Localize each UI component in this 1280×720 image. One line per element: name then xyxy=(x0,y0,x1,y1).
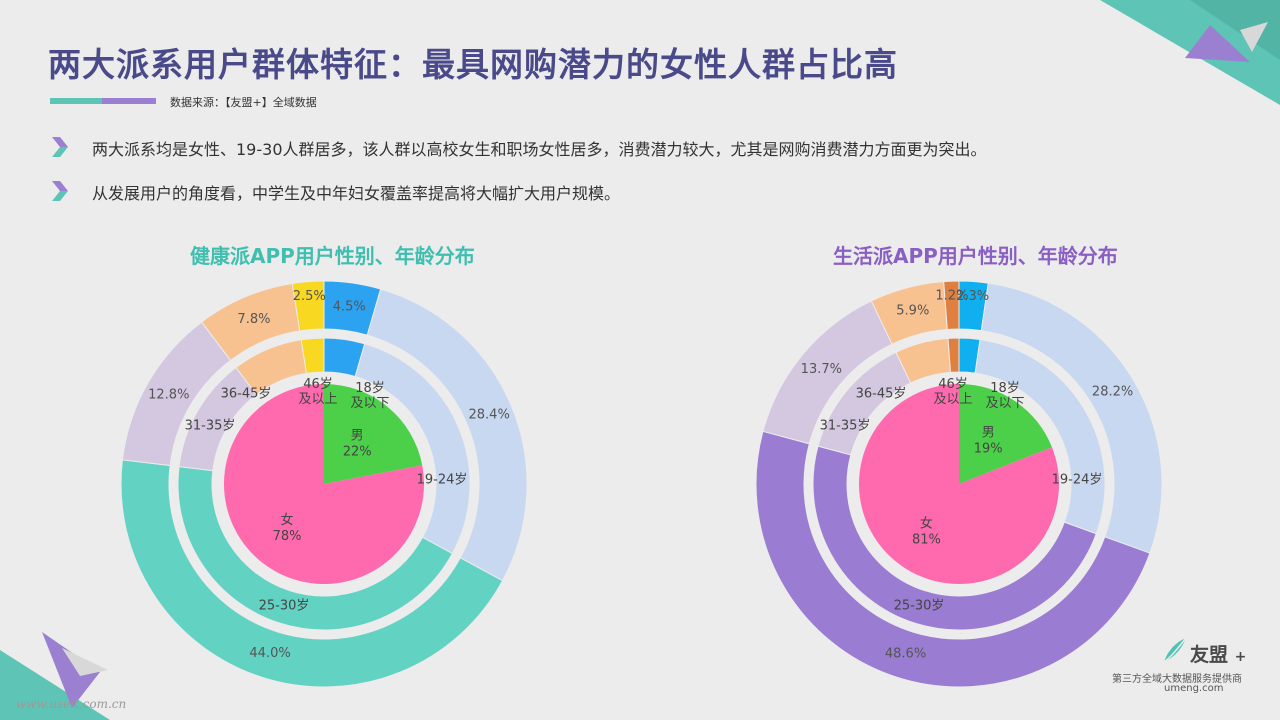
corner-decoration-bottom-left xyxy=(0,632,110,720)
chevron-right-icon xyxy=(52,137,68,157)
gender-label: 男 xyxy=(982,425,995,440)
outer-value-label: 5.9% xyxy=(896,304,929,319)
outer-value-label: 2.3% xyxy=(956,289,989,304)
age-category-label: 19-24岁 xyxy=(1052,473,1103,488)
age-category-label: 46岁及以上 xyxy=(298,377,337,407)
age-category-label: 25-30岁 xyxy=(894,599,945,614)
outer-value-label: 28.4% xyxy=(469,407,510,422)
outer-value-label: 1.2% xyxy=(935,289,968,304)
gender-label: 女 xyxy=(281,512,294,528)
gender-pie-slice xyxy=(859,384,1059,584)
gender-pie-slice xyxy=(223,384,424,584)
age-category-label: 46岁及以上 xyxy=(933,377,972,407)
outer-value-label: 13.7% xyxy=(801,362,842,377)
inner-ring-segment xyxy=(177,466,454,631)
gender-label: 男 xyxy=(351,428,364,443)
logo-brand: 友盟 + xyxy=(1190,644,1247,666)
gender-value-label: 78% xyxy=(273,529,302,544)
logo-url: umeng.com xyxy=(1164,683,1224,694)
chart-title-health: 健康派APP用户性别、年龄分布 xyxy=(190,244,475,268)
outer-value-label: 48.6% xyxy=(885,646,926,661)
umeng-logo: 友盟 + 第三方全域大数据服务提供商 umeng.com xyxy=(1112,636,1262,696)
chart-title-lifestyle: 生活派APP用户性别、年龄分布 xyxy=(833,244,1118,268)
outer-value-label: 7.8% xyxy=(237,312,270,327)
outer-ring-segment xyxy=(755,430,1151,688)
chevron-right-icon xyxy=(52,181,68,201)
inner-ring-segment xyxy=(812,445,1097,631)
outer-ring-segment xyxy=(120,459,504,688)
age-category-label: 18岁及以下 xyxy=(985,381,1024,411)
gender-value-label: 22% xyxy=(343,444,372,459)
age-category-label: 36-45岁 xyxy=(221,387,272,402)
title-underline xyxy=(50,98,156,104)
gender-value-label: 19% xyxy=(974,441,1003,456)
outer-value-label: 44.0% xyxy=(249,646,290,661)
inner-ring-segment xyxy=(947,337,960,373)
bullet-text: 从发展用户的角度看，中学生及中年妇女覆盖率提高将大幅扩大用户规模。 xyxy=(92,184,621,203)
outer-value-label: 2.5% xyxy=(293,289,326,304)
corner-decoration-top-right xyxy=(1100,0,1280,105)
outer-value-label: 4.5% xyxy=(333,299,366,314)
age-category-label: 31-35岁 xyxy=(820,419,871,434)
logo-tagline: 第三方全域大数据服务提供商 xyxy=(1112,674,1242,685)
outer-ring-segment xyxy=(943,280,960,330)
outer-value-label: 28.2% xyxy=(1092,385,1133,400)
gender-pie-slice xyxy=(324,384,423,484)
age-category-label: 25-30岁 xyxy=(259,599,310,614)
watermark: www.useit.com.cn xyxy=(16,697,127,711)
page-title: 两大派系用户群体特征：最具网购潜力的女性人群占比高 xyxy=(48,45,898,84)
leaf-logo-icon xyxy=(1163,637,1187,663)
outer-value-label: 12.8% xyxy=(148,387,189,402)
bullet-text: 两大派系均是女性、19-30人群居多，该人群以高校女生和职场女性居多，消费潜力较… xyxy=(92,140,987,159)
age-category-label: 36-45岁 xyxy=(856,387,907,402)
age-category-label: 31-35岁 xyxy=(185,419,236,434)
gender-label: 女 xyxy=(920,515,933,531)
age-category-label: 19-24岁 xyxy=(417,473,468,488)
gender-pie-slice xyxy=(959,384,1052,484)
gender-value-label: 81% xyxy=(912,532,941,547)
age-category-label: 18岁及以下 xyxy=(350,381,389,411)
donut-chart-health: 男22% 女78% 4.5% 28.4% 44.0% 12.8% 7.8% 2.5% 18岁及以… xyxy=(120,280,528,688)
inner-ring-segment xyxy=(300,337,325,374)
data-source: 数据来源：【友盟+】全域数据 xyxy=(170,96,317,109)
donut-chart-lifestyle: 男19% 女81% 2.3% 28.2% 48.6% 13.7% 5.9% 1.2% 18岁及以… xyxy=(755,280,1163,688)
outer-ring-segment xyxy=(291,280,325,332)
